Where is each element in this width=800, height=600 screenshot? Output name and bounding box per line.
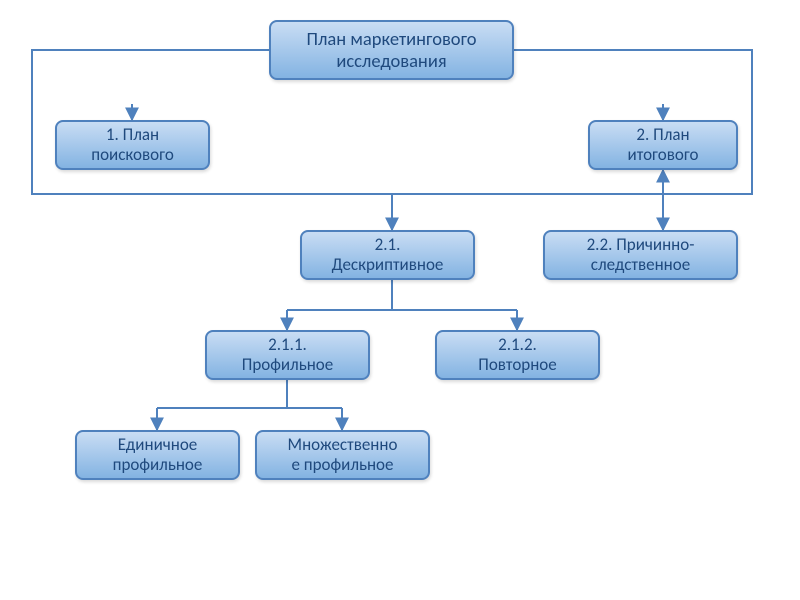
tree-node-n212: 2.1.2. Повторное bbox=[435, 330, 600, 380]
node-label: Множественно е профильное bbox=[288, 435, 398, 476]
node-label: 2.1. Дескриптивное bbox=[332, 235, 444, 276]
node-label: 2. План итогового bbox=[628, 125, 699, 166]
tree-node-n22: 2.2. Причинно- следственное bbox=[543, 230, 738, 280]
tree-node-n2: 2. План итогового bbox=[588, 120, 738, 170]
node-label: План маркетингового исследования bbox=[306, 28, 476, 72]
tree-node-n2112: Множественно е профильное bbox=[255, 430, 430, 480]
connector-layer bbox=[0, 0, 800, 600]
tree-node-n2111: Единичное профильное bbox=[75, 430, 240, 480]
node-label: 1. План поискового bbox=[91, 125, 174, 166]
node-label: Единичное профильное bbox=[113, 435, 203, 476]
tree-node-n211: 2.1.1. Профильное bbox=[205, 330, 370, 380]
node-label: 2.1.1. Профильное bbox=[242, 335, 333, 376]
diagram-canvas: План маркетингового исследования 1. План … bbox=[0, 0, 800, 600]
node-label: 2.1.2. Повторное bbox=[478, 335, 556, 376]
node-label: 2.2. Причинно- следственное bbox=[587, 235, 695, 276]
tree-node-n1: 1. План поискового bbox=[55, 120, 210, 170]
tree-node-n21: 2.1. Дескриптивное bbox=[300, 230, 475, 280]
tree-node-root: План маркетингового исследования bbox=[269, 20, 514, 80]
